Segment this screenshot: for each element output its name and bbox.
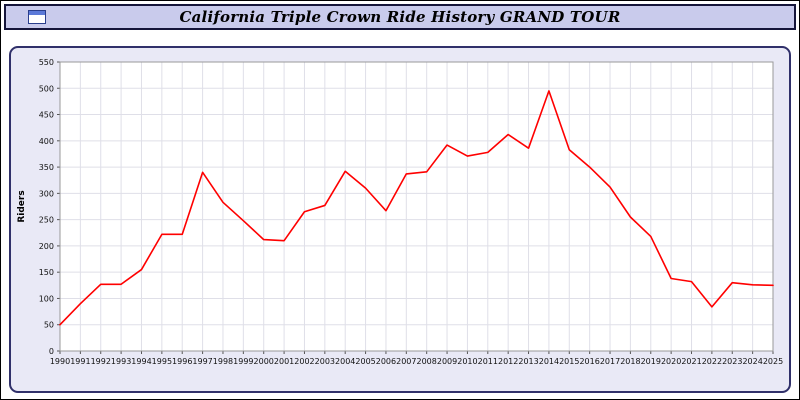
y-tick-label: 500 [39,84,54,93]
y-tick-label: 350 [39,163,54,172]
x-tick-label: 1999 [233,357,253,366]
x-tick-label: 2010 [457,357,477,366]
x-tick-label: 2008 [417,357,437,366]
x-tick-label: 1997 [192,357,212,366]
x-tick-label: 1992 [91,357,111,366]
x-tick-label: 2011 [478,357,498,366]
x-tick-label: 2024 [742,357,762,366]
x-tick-label: 2001 [274,357,294,366]
x-tick-label: 2006 [376,357,396,366]
y-tick-label: 400 [39,137,54,146]
x-tick-label: 2020 [661,357,681,366]
chart-window-icon [28,10,46,24]
x-tick-label: 2013 [518,357,538,366]
page-title: California Triple Crown Ride History GRA… [179,8,621,26]
x-tick-label: 2002 [294,357,314,366]
x-tick-label: 2017 [600,357,620,366]
riders-line-series [59,90,774,326]
line-chart-svg: 1990 1991 1992 1993 1994 1995 1996 1997 1998 1999… [17,58,783,366]
x-tick-label: 2018 [620,357,640,366]
x-tick-label: 1994 [131,357,151,366]
x-tick-label: 2023 [722,357,742,366]
x-tick-label: 2022 [702,357,722,366]
x-tick-label: 1993 [111,357,131,366]
y-tick-label: 250 [39,216,54,225]
x-tick-label: 2009 [437,357,457,366]
x-tick-label: 2007 [396,357,416,366]
y-tick-label: 100 [39,294,54,303]
x-tick-label: 1998 [213,357,233,366]
x-tick-label: 2025 [763,357,783,366]
y-tick-label: 450 [39,111,54,120]
x-tick-label: 2019 [641,357,661,366]
x-tick-label: 2021 [681,357,701,366]
y-tick-label: 200 [39,242,54,251]
x-tick-label: 2014 [539,357,559,366]
window-title-bar: California Triple Crown Ride History GRA… [4,4,796,30]
y-tick-label: 50 [44,321,54,330]
x-tick-label: 2004 [335,357,355,366]
y-axis-label: Riders [17,190,27,222]
x-tick-label: 2015 [559,357,579,366]
y-tick-label: 0 [49,347,54,356]
y-tick-label: 550 [39,58,54,67]
plot-area [60,62,773,351]
x-tick-label: 2003 [315,357,335,366]
plot-border [59,61,774,352]
x-tick-label: 2016 [579,357,599,366]
x-tick-label: 1990 [50,357,70,366]
x-tick-label: 1995 [152,357,172,366]
x-tick-label: 1991 [70,357,90,366]
x-tick-label: 2012 [498,357,518,366]
x-tick-label: 1996 [172,357,192,366]
y-tick-label: 300 [39,189,54,198]
x-tick-label: 2005 [355,357,375,366]
y-tick-label: 150 [39,268,54,277]
chart-panel: 1990 1991 1992 1993 1994 1995 1996 1997 1998 1999… [9,46,791,393]
x-tick-label: 2000 [254,357,274,366]
